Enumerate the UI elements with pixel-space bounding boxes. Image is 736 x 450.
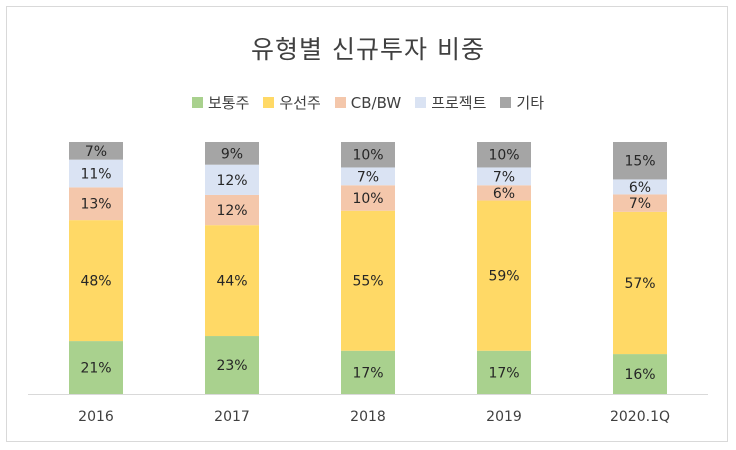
x-tick-label: 2017 — [214, 409, 250, 425]
bar-segment — [613, 194, 667, 212]
bar-segment — [69, 187, 123, 221]
data-label: 6% — [629, 180, 651, 196]
data-label: 21% — [80, 361, 111, 377]
bar-segment — [477, 350, 531, 394]
legend-swatch — [415, 97, 427, 108]
legend-label: 프로젝트 — [431, 94, 487, 112]
bar-segment — [341, 350, 395, 394]
data-label: 12% — [216, 203, 247, 219]
data-label: 44% — [216, 274, 247, 290]
bar-segment — [341, 142, 395, 168]
legend-swatch — [263, 97, 275, 108]
data-label: 15% — [624, 154, 655, 170]
legend-item: 우선주 — [263, 92, 321, 113]
legend-swatch — [191, 97, 203, 108]
bar-segment — [613, 179, 667, 195]
legend-item: 보통주 — [191, 92, 250, 113]
legend: 보통주 우선주 CB/BW 프로젝트 기타 — [0, 92, 736, 113]
x-tick-label: 2016 — [78, 409, 114, 425]
data-label: 10% — [488, 148, 519, 164]
data-label: 10% — [352, 191, 383, 207]
legend-label: 우선주 — [279, 94, 321, 112]
bar-segment — [477, 142, 531, 168]
data-label: 59% — [488, 269, 519, 285]
data-label: 9% — [221, 146, 243, 162]
legend-label: 보통주 — [207, 94, 250, 112]
bar-segment — [341, 167, 395, 186]
legend-swatch — [334, 97, 346, 108]
bar-segment — [69, 159, 123, 188]
data-label: 10% — [352, 148, 383, 164]
legend-item: 프로젝트 — [415, 92, 486, 113]
bar-segment — [69, 341, 123, 394]
x-tick-label: 2018 — [350, 409, 386, 425]
data-label: 7% — [357, 169, 379, 185]
data-label: 23% — [216, 358, 247, 374]
data-label: 11% — [80, 167, 111, 183]
data-label: 13% — [80, 197, 111, 213]
bar-segment — [69, 220, 123, 342]
bar-segment — [477, 167, 531, 186]
x-tick-label: 2019 — [486, 409, 522, 425]
data-label: 7% — [493, 169, 515, 185]
data-label: 57% — [624, 276, 655, 292]
bar-segment — [205, 225, 259, 337]
bar-segment — [477, 185, 531, 201]
bar-segment — [613, 142, 667, 180]
legend-item: 기타 — [500, 92, 544, 113]
bar-segment — [341, 185, 395, 211]
bar-segment — [613, 211, 667, 355]
data-label: 7% — [85, 144, 107, 160]
bar-segment — [205, 194, 259, 226]
chart-title: 유형별 신규투자 비중 — [251, 35, 485, 64]
bar-segment — [205, 164, 259, 195]
x-tick-label: 2020.1Q — [610, 409, 670, 425]
bar-segment — [477, 200, 531, 351]
legend-swatch — [500, 97, 512, 108]
bar-segment — [69, 142, 123, 160]
data-label: 12% — [216, 173, 247, 189]
data-label: 55% — [352, 274, 383, 290]
legend-label: CB/BW — [350, 94, 402, 112]
data-label: 7% — [629, 196, 651, 212]
data-label: 16% — [624, 367, 655, 383]
data-label: 17% — [352, 365, 383, 381]
bar-segment — [613, 354, 667, 394]
bar-segment — [341, 210, 395, 351]
legend-label: 기타 — [516, 94, 545, 112]
data-label: 6% — [493, 186, 515, 202]
data-label: 17% — [488, 365, 519, 381]
bar-segment — [205, 336, 259, 394]
data-label: 48% — [80, 274, 111, 290]
bar-segment — [205, 142, 259, 165]
legend-item: CB/BW — [334, 94, 402, 112]
